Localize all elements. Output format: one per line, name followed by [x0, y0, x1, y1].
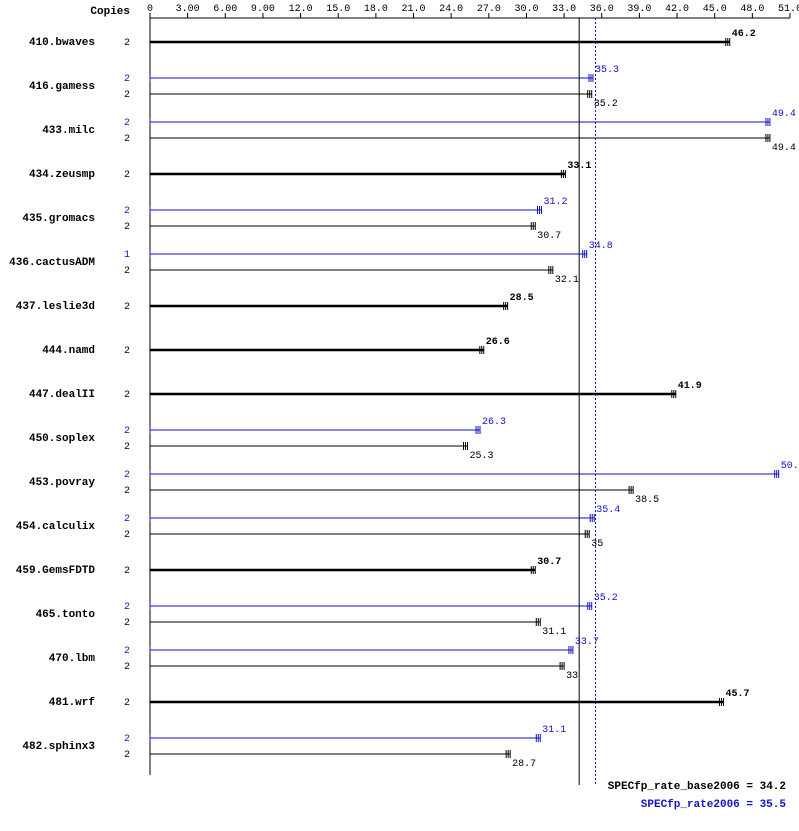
base-copies: 2 [124, 134, 130, 145]
base-value: 25.3 [469, 451, 493, 462]
x-tick-label: 0 [147, 4, 153, 15]
benchmark-label: 459.GemsFDTD [16, 565, 96, 577]
peak-copies: 2 [124, 470, 130, 481]
base-copies: 2 [124, 662, 130, 673]
peak-value: 34.8 [589, 241, 613, 252]
base-copies: 2 [124, 530, 130, 541]
benchmark-label: 450.soplex [29, 433, 95, 445]
x-tick-label: 21.0 [402, 4, 426, 15]
benchmark-label: 481.wrf [49, 697, 96, 709]
base-value: 30.7 [537, 557, 561, 568]
benchmark-label: 482.sphinx3 [22, 741, 95, 753]
peak-copies: 2 [124, 426, 130, 437]
peak-value: 35.2 [594, 593, 618, 604]
benchmark-label: 416.gamess [29, 81, 95, 93]
base-copies: 2 [124, 750, 130, 761]
base-copies: 2 [124, 486, 130, 497]
chart-bg [0, 0, 799, 831]
reference-label: SPECfp_rate_base2006 = 34.2 [608, 781, 786, 793]
base-copies: 2 [124, 390, 130, 401]
base-value: 31.1 [542, 627, 566, 638]
peak-value: 31.1 [542, 725, 566, 736]
benchmark-label: 444.namd [42, 345, 95, 357]
x-tick-label: 18.0 [364, 4, 388, 15]
base-value: 45.7 [725, 689, 749, 700]
x-tick-label: 51.0 [778, 4, 799, 15]
x-tick-label: 48.0 [740, 4, 764, 15]
base-copies: 2 [124, 222, 130, 233]
peak-copies: 2 [124, 734, 130, 745]
peak-value: 35.3 [595, 65, 619, 76]
x-tick-label: 12.0 [289, 4, 313, 15]
base-copies: 2 [124, 566, 130, 577]
benchmark-label: 436.cactusADM [9, 257, 95, 269]
benchmark-label: 470.lbm [49, 653, 96, 665]
benchmark-label: 437.leslie3d [16, 301, 95, 313]
base-value: 26.6 [486, 337, 510, 348]
x-tick-label: 39.0 [627, 4, 651, 15]
reference-label: SPECfp_rate2006 = 35.5 [641, 799, 787, 811]
base-copies: 2 [124, 346, 130, 357]
base-value: 32.1 [555, 275, 579, 286]
benchmark-label: 434.zeusmp [29, 169, 95, 181]
peak-copies: 2 [124, 602, 130, 613]
peak-value: 33.7 [575, 637, 599, 648]
x-tick-label: 3.00 [176, 4, 200, 15]
base-copies: 2 [124, 618, 130, 629]
base-value: 49.4 [772, 143, 796, 154]
base-value: 41.9 [678, 381, 702, 392]
x-tick-label: 15.0 [326, 4, 350, 15]
base-copies: 2 [124, 442, 130, 453]
base-copies: 2 [124, 38, 130, 49]
base-copies: 2 [124, 302, 130, 313]
peak-copies: 2 [124, 206, 130, 217]
benchmark-label: 447.dealII [29, 389, 95, 401]
peak-copies: 2 [124, 514, 130, 525]
benchmark-label: 410.bwaves [29, 37, 95, 49]
peak-value: 26.3 [482, 417, 506, 428]
base-value: 28.5 [510, 293, 534, 304]
benchmark-label: 433.milc [42, 125, 95, 137]
base-value: 33 [566, 671, 578, 682]
peak-copies: 1 [124, 250, 130, 261]
benchmark-label: 454.calculix [16, 521, 96, 533]
copies-header: Copies [90, 6, 130, 18]
x-tick-label: 42.0 [665, 4, 689, 15]
base-value: 38.5 [635, 495, 659, 506]
peak-copies: 2 [124, 74, 130, 85]
base-value: 30.7 [537, 231, 561, 242]
base-copies: 2 [124, 170, 130, 181]
x-tick-label: 27.0 [477, 4, 501, 15]
peak-value: 35.4 [596, 505, 620, 516]
base-value: 35.2 [594, 99, 618, 110]
peak-copies: 2 [124, 118, 130, 129]
peak-copies: 2 [124, 646, 130, 657]
peak-value: 49.4 [772, 109, 796, 120]
x-tick-label: 33.0 [552, 4, 576, 15]
spec-benchmark-chart: 0 3.00 6.00 9.00 12.0 15.0 18.0 21.0 24.0 27.0 30.… [0, 0, 799, 831]
base-copies: 2 [124, 266, 130, 277]
benchmark-label: 453.povray [29, 477, 95, 489]
x-tick-label: 24.0 [439, 4, 463, 15]
benchmark-label: 435.gromacs [22, 213, 95, 225]
peak-value: 50.1 [781, 461, 799, 472]
base-copies: 2 [124, 90, 130, 101]
x-tick-label: 6.00 [213, 4, 237, 15]
x-tick-label: 30.0 [514, 4, 538, 15]
x-tick-label: 36.0 [590, 4, 614, 15]
benchmark-label: 465.tonto [36, 609, 96, 621]
x-tick-label: 9.00 [251, 4, 275, 15]
base-value: 35 [591, 539, 603, 550]
base-value: 28.7 [512, 759, 536, 770]
x-tick-label: 45.0 [703, 4, 727, 15]
base-value: 46.2 [732, 29, 756, 40]
base-value: 33.1 [567, 161, 591, 172]
base-copies: 2 [124, 698, 130, 709]
peak-value: 31.2 [544, 197, 568, 208]
